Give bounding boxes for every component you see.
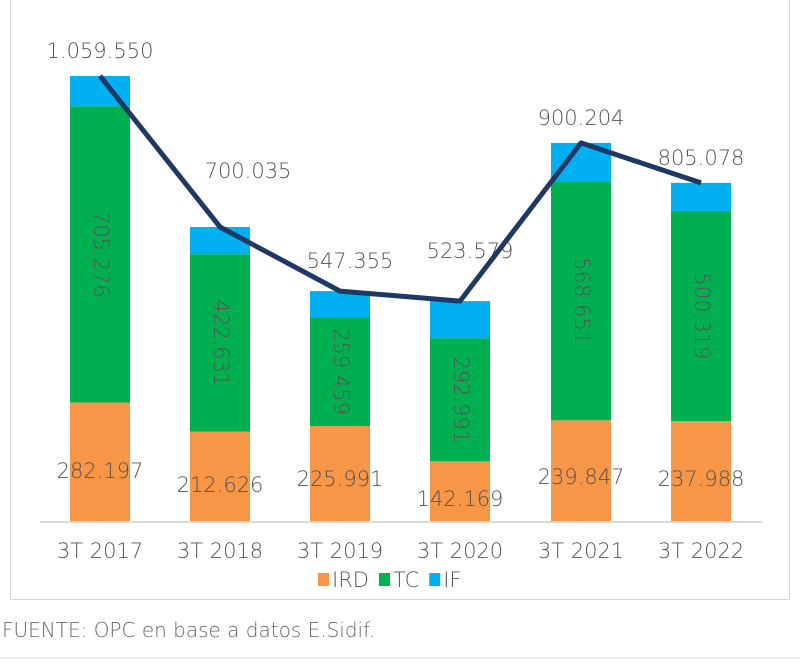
total-data-label: 805.078 bbox=[658, 146, 745, 170]
bar-ird-0 bbox=[70, 402, 130, 521]
x-tick-label: 3T 2022 bbox=[658, 539, 744, 563]
bar-if-5 bbox=[671, 182, 731, 211]
tc-data-label: 500.319 bbox=[690, 273, 714, 360]
ird-data-label: 142.169 bbox=[417, 487, 504, 511]
source-note: FUENTE: OPC en base a datos E.Sidif. bbox=[2, 618, 376, 642]
bar-tc-1 bbox=[190, 254, 250, 432]
ird-data-label: 282.197 bbox=[57, 459, 144, 483]
stacked-bar-line-chart: 705.276 282.197 3T 2017 1.059.550 422.631 212… bbox=[40, 39, 762, 592]
total-data-label: 900.204 bbox=[538, 106, 625, 130]
legend-label-ird: IRD bbox=[332, 568, 369, 592]
ird-data-label: 225.991 bbox=[297, 467, 384, 491]
tc-data-label: 705.276 bbox=[89, 211, 113, 298]
ird-data-label: 239.847 bbox=[538, 465, 625, 489]
bar-tc-3 bbox=[430, 338, 490, 462]
legend-label-tc: TC bbox=[393, 568, 419, 592]
x-tick-label: 3T 2021 bbox=[538, 539, 624, 563]
bar-if-1 bbox=[190, 226, 250, 255]
x-tick-label: 3T 2020 bbox=[417, 539, 503, 563]
legend-label-if: IF bbox=[443, 568, 461, 592]
bar-ird-5 bbox=[671, 421, 731, 521]
bar-tc-4 bbox=[551, 181, 611, 421]
bar-tc-2 bbox=[310, 317, 370, 427]
legend-swatch-tc bbox=[378, 573, 390, 586]
x-tick-label: 3T 2018 bbox=[177, 539, 263, 563]
bar-if-2 bbox=[310, 291, 370, 318]
bar-if-3 bbox=[430, 301, 490, 339]
x-tick-label: 3T 2017 bbox=[57, 539, 143, 563]
total-data-label: 547.355 bbox=[307, 249, 394, 273]
tc-data-label: 568.651 bbox=[570, 257, 594, 344]
chart-frame bbox=[10, 0, 790, 600]
total-data-label: 700.035 bbox=[205, 159, 292, 183]
bar-ird-3 bbox=[430, 461, 490, 521]
tc-data-label: 422.631 bbox=[209, 300, 233, 387]
total-line bbox=[98, 74, 702, 304]
legend-swatch-ird bbox=[318, 573, 329, 586]
bar-ird-1 bbox=[190, 431, 250, 521]
ird-data-label: 212.626 bbox=[177, 473, 264, 497]
bar-ird-2 bbox=[310, 426, 370, 521]
bar-ird-4 bbox=[551, 420, 611, 521]
legend-swatch-if bbox=[429, 573, 441, 586]
ird-data-label: 237.988 bbox=[658, 467, 745, 491]
x-tick-label: 3T 2019 bbox=[297, 539, 383, 563]
divider bbox=[0, 657, 800, 659]
bar-tc-0 bbox=[70, 106, 130, 403]
bar-tc-5 bbox=[671, 210, 731, 422]
total-data-label: 1.059.550 bbox=[47, 39, 154, 63]
tc-data-label: 259.459 bbox=[329, 328, 353, 415]
tc-data-label: 292.991 bbox=[449, 356, 473, 443]
